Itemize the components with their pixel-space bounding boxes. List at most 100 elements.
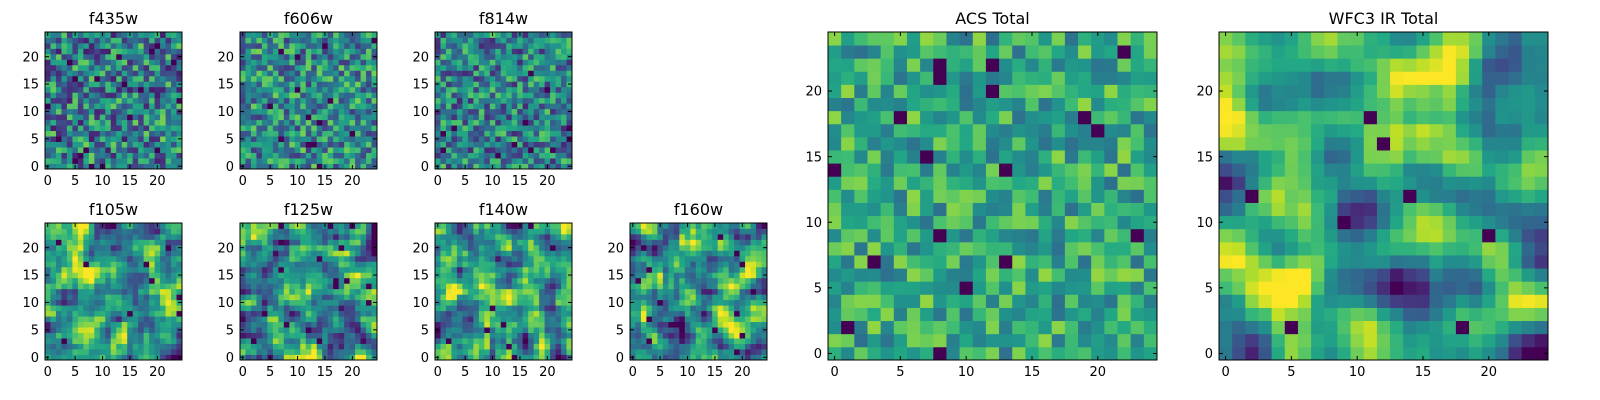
heatmap-cell (761, 310, 768, 317)
heatmap-cell (366, 327, 372, 333)
heatmap-cell (99, 92, 106, 99)
heatmap-cell (566, 59, 573, 66)
heatmap-cell (149, 349, 155, 355)
heatmap-cell (360, 141, 367, 148)
heatmap-cell (462, 332, 469, 339)
heatmap-cell (300, 42, 307, 49)
heatmap-cell (561, 141, 567, 148)
axes-frame-f606w (239, 31, 378, 170)
heatmap-cell (959, 346, 974, 361)
heatmap-cell (116, 70, 123, 77)
heatmap-cell (495, 250, 502, 257)
heatmap-cell (110, 261, 117, 268)
heatmap-cell (132, 92, 139, 99)
heatmap-cell (462, 255, 469, 262)
heatmap-cell (640, 250, 647, 257)
heatmap-cell (706, 343, 713, 350)
heatmap-cell (668, 239, 675, 246)
heatmap-cell (467, 283, 474, 290)
heatmap-cell (344, 239, 350, 246)
heatmap-cell (311, 119, 318, 126)
heatmap-cell (544, 239, 551, 246)
heatmap-cell (143, 310, 150, 317)
heatmap-cell (1117, 215, 1132, 230)
heatmap-cell (959, 163, 974, 177)
heatmap-cell (121, 53, 128, 60)
heatmap-cell (750, 305, 757, 312)
heatmap-cell (561, 266, 567, 273)
heatmap-cell (695, 305, 702, 312)
heatmap-cell (695, 244, 702, 251)
heatmap-cell (110, 294, 117, 301)
heatmap-cell (1130, 189, 1145, 203)
heatmap-cell (750, 294, 757, 301)
heatmap-cell (83, 70, 90, 77)
heatmap-cell (256, 283, 263, 290)
heatmap-cell (88, 288, 95, 295)
heatmap-cell (77, 244, 84, 251)
heatmap-cell (99, 114, 106, 121)
heatmap-cell (143, 37, 150, 44)
heatmap-cell (462, 97, 469, 104)
heatmap-cell (289, 152, 296, 159)
heatmap-cell (165, 288, 172, 295)
heatmap-cell (94, 81, 101, 88)
heatmap-cell (88, 299, 95, 306)
heatmap-cell (294, 294, 301, 301)
heatmap-cell (484, 114, 491, 121)
heatmap-cell (127, 228, 134, 235)
heatmap-cell (240, 338, 246, 344)
heatmap-cell (316, 233, 323, 240)
heatmap-cell (550, 86, 556, 93)
heatmap-cell (451, 92, 458, 99)
heatmap-cell (121, 81, 128, 88)
heatmap-cell (555, 233, 562, 240)
heatmap-cell (506, 147, 513, 153)
heatmap-cell (1091, 163, 1105, 177)
heatmap-cell (500, 70, 507, 77)
heatmap-cell (679, 288, 686, 295)
heatmap-cell (690, 343, 697, 350)
heatmap-cell (739, 233, 746, 240)
heatmap-cell (435, 42, 441, 49)
heatmap-cell (695, 283, 702, 290)
heatmap-cell (283, 147, 290, 153)
heatmap-cell (1012, 333, 1026, 348)
heatmap-cell (750, 261, 757, 268)
heatmap-cell (528, 59, 535, 66)
heatmap-cell (657, 316, 664, 323)
heatmap-cell (171, 70, 177, 77)
heatmap-cell (734, 239, 740, 246)
heatmap-cell (256, 277, 263, 284)
heatmap-cell (445, 266, 452, 273)
heatmap-cell (88, 53, 95, 60)
heatmap-cell (256, 92, 263, 99)
heatmap-cell (651, 266, 658, 273)
heatmap-cell (267, 277, 274, 284)
heatmap-cell (761, 294, 768, 301)
heatmap-cell (657, 338, 664, 344)
heatmap-cell (83, 310, 90, 317)
heatmap-cell (522, 266, 529, 273)
heatmap-cell (333, 338, 340, 344)
heatmap-cell (561, 70, 567, 77)
heatmap-cell (1130, 176, 1145, 190)
heatmap-cell (484, 316, 491, 323)
heatmap-cell (55, 141, 62, 148)
heatmap-cell (61, 338, 68, 344)
heatmap-cell (566, 158, 573, 164)
heatmap-cell (171, 37, 177, 44)
heatmap-cell (366, 277, 372, 284)
heatmap-cell (734, 332, 740, 339)
heatmap-cell (344, 130, 350, 137)
heatmap-cell (511, 261, 518, 268)
heatmap-cell (72, 338, 79, 344)
heatmap-cell (300, 59, 307, 66)
heatmap-cell (289, 228, 296, 235)
heatmap-cell (906, 320, 921, 335)
heatmap-cell (506, 141, 513, 148)
heatmap-cell (544, 343, 551, 350)
heatmap-cell (723, 250, 730, 257)
heatmap-cell (462, 288, 469, 295)
heatmap-cell (1117, 281, 1132, 295)
